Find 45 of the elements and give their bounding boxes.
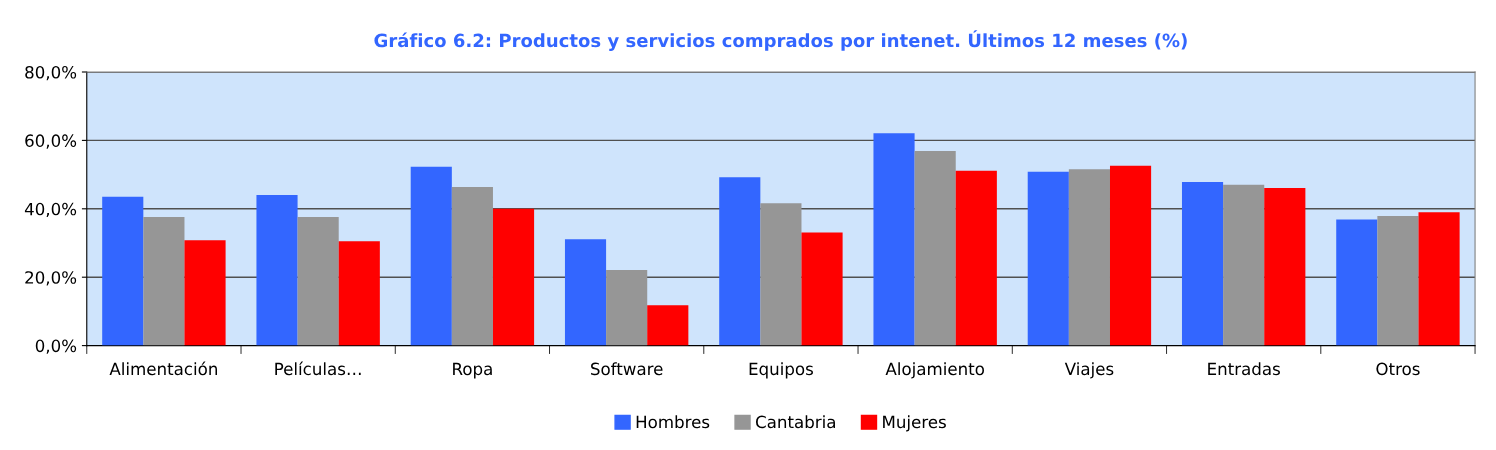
x-tick-label: Alojamiento xyxy=(885,362,984,379)
bar xyxy=(1068,169,1110,346)
x-tick-label: Ropa xyxy=(453,362,492,379)
bar xyxy=(801,232,843,346)
legend-label: Cantabria xyxy=(755,415,835,429)
bar xyxy=(647,305,689,346)
bar xyxy=(492,208,535,346)
bar xyxy=(1418,212,1460,346)
bar xyxy=(102,196,144,346)
bar xyxy=(451,186,493,346)
y-tick-label: 60,0% xyxy=(25,134,77,149)
bar xyxy=(564,239,607,346)
y-tick-label: 20,0% xyxy=(25,271,77,286)
bar xyxy=(1181,182,1224,346)
bar xyxy=(184,240,226,346)
chart-title: Gráfico 6.2: Productos y servicios comprados por intenet. Últimos 12 meses (%) xyxy=(374,30,1187,51)
x-tick-label: Equipos xyxy=(749,362,813,379)
bar xyxy=(760,203,802,346)
y-tick-label: 80,0% xyxy=(25,65,77,81)
y-tick-label: 40,0% xyxy=(24,202,77,218)
x-tick-label: Alimentación xyxy=(109,361,217,376)
y-tick-label: 0,0% xyxy=(35,339,77,354)
bar xyxy=(338,241,380,346)
x-tick-label: Entradas xyxy=(1208,362,1280,376)
bar xyxy=(955,170,997,346)
bar xyxy=(1109,165,1152,346)
bar xyxy=(1336,219,1378,346)
x-tick-label: Otros xyxy=(1376,362,1420,376)
x-tick-label: Películas… xyxy=(275,361,361,376)
bar xyxy=(914,151,956,346)
bar xyxy=(873,133,915,346)
x-tick-label: Software xyxy=(591,362,663,376)
bar xyxy=(1223,184,1265,346)
bar xyxy=(719,177,761,346)
bar xyxy=(143,217,185,346)
legend-label: Mujeres xyxy=(883,415,946,432)
bar xyxy=(1377,215,1419,346)
bar xyxy=(1027,171,1069,346)
bar xyxy=(410,166,452,346)
bar xyxy=(1264,187,1306,346)
bar xyxy=(256,195,298,346)
bar xyxy=(606,270,648,346)
bar xyxy=(297,217,339,346)
legend-label: Hombres xyxy=(636,415,710,429)
x-tick-label: Viajes xyxy=(1064,362,1114,379)
